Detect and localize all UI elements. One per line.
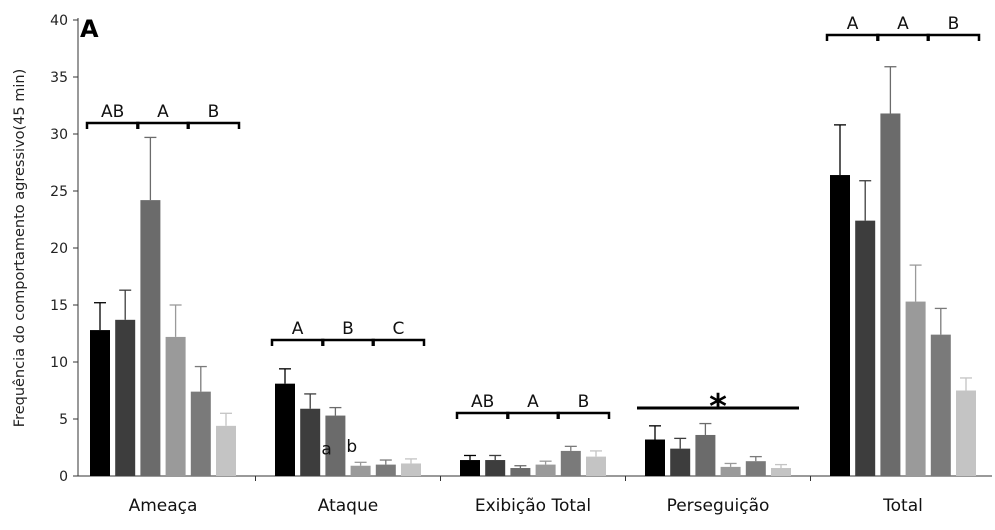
group-letter: B (342, 319, 354, 339)
bar (510, 468, 531, 476)
bar (140, 200, 161, 476)
significance-bracket (85, 121, 140, 129)
chart-annotations: AB A BA B CAB A BA A Ba b* (85, 14, 981, 459)
group-letter: A (897, 14, 909, 34)
bar (115, 319, 136, 476)
y-tick-label: 10 (50, 355, 68, 371)
bar (216, 425, 236, 476)
bar (275, 383, 295, 476)
bar (771, 468, 791, 476)
group-letter: A (527, 392, 539, 412)
bar (300, 408, 321, 476)
x-category-label: Perseguição (667, 496, 770, 516)
chart-axes: 0 5 10 15 20 25 30 35 40 Ameaça Ataque Exibição Tot… (50, 13, 992, 516)
bar (586, 456, 606, 476)
bar (830, 175, 850, 477)
y-tick-label: 0 (59, 469, 68, 485)
y-tick-label: 20 (50, 241, 68, 257)
significance-star: * (709, 387, 727, 427)
chart-bars (90, 66, 976, 477)
bar (930, 334, 951, 476)
y-tick-label: 25 (50, 184, 68, 200)
significance-bracket (321, 338, 375, 346)
bar (535, 464, 556, 476)
significance-bracket (825, 33, 880, 41)
significance-bracket (876, 33, 930, 41)
bar (720, 466, 741, 476)
bar (325, 415, 346, 476)
group-letter: B (208, 102, 220, 122)
x-category-label: Exibição Total (475, 496, 591, 516)
significance-bracket (455, 411, 510, 419)
bar (90, 330, 110, 476)
group-letter: AB (471, 392, 494, 412)
group-letter: C (392, 319, 404, 339)
significance-bracket (270, 338, 325, 346)
significance-bracket (926, 33, 981, 41)
bar-letter: b (346, 437, 357, 457)
significance-bracket (186, 121, 241, 129)
y-tick-label: 5 (59, 412, 68, 428)
bar (745, 461, 766, 476)
bar (190, 391, 211, 476)
bar (165, 336, 186, 476)
significance-bracket (136, 121, 190, 129)
group-letter: B (948, 14, 960, 34)
bar (855, 220, 876, 476)
group-letter: A (847, 14, 859, 34)
y-tick-label: 30 (50, 127, 68, 143)
group-letter: B (578, 392, 590, 412)
bar (485, 460, 506, 476)
panel-label: A (80, 15, 99, 43)
y-tick-label: 15 (50, 298, 68, 314)
bar (350, 465, 371, 476)
significance-bracket (371, 338, 426, 346)
group-letter: A (292, 319, 304, 339)
bar (375, 464, 396, 476)
x-category-label: Total (882, 496, 923, 516)
bar (905, 301, 926, 476)
bar (460, 460, 480, 476)
bar (880, 113, 901, 476)
bar (645, 439, 665, 476)
significance-bracket (506, 411, 560, 419)
group-letter: AB (101, 102, 124, 122)
bar (401, 463, 421, 476)
significance-bracket (556, 411, 611, 419)
bar (560, 450, 581, 476)
x-category-label: Ameaça (129, 496, 198, 516)
bar (670, 448, 691, 476)
bar (695, 434, 716, 476)
group-letter: A (157, 102, 169, 122)
y-tick-label: 35 (50, 70, 68, 86)
y-tick-label: 40 (50, 13, 68, 29)
y-axis-label: Frequência do comportamento agressivo(45… (12, 69, 28, 427)
bar-letter: a (321, 439, 331, 459)
bar (956, 390, 976, 476)
x-category-label: Ataque (318, 496, 378, 516)
